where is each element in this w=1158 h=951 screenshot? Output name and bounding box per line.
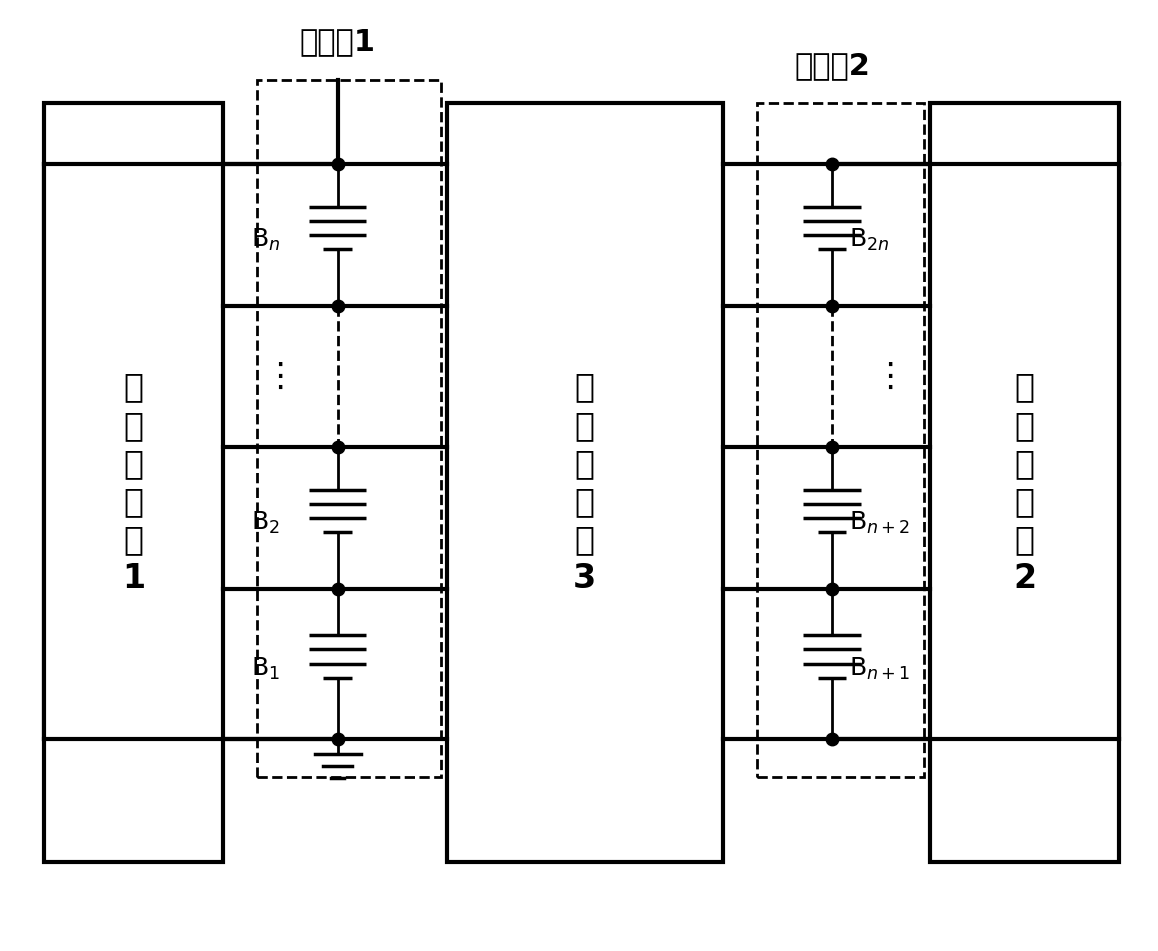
- Text: $\mathrm{B}_{2}$: $\mathrm{B}_{2}$: [251, 510, 280, 535]
- Text: 电池组1: 电池组1: [300, 28, 375, 56]
- Text: $\mathrm{B}_{1}$: $\mathrm{B}_{1}$: [251, 655, 280, 682]
- Text: ⋮: ⋮: [263, 360, 296, 393]
- Text: $\mathrm{B}_{2n}$: $\mathrm{B}_{2n}$: [849, 226, 889, 253]
- Text: $\mathrm{B}_{n+1}$: $\mathrm{B}_{n+1}$: [849, 655, 910, 682]
- Bar: [447, 103, 723, 862]
- Text: ⋮: ⋮: [873, 360, 906, 393]
- Text: $\mathrm{B}_{n+2}$: $\mathrm{B}_{n+2}$: [849, 510, 910, 535]
- Bar: [930, 103, 1120, 862]
- Text: 均
衡
子
电
路
1: 均 衡 子 电 路 1: [122, 371, 145, 594]
- Bar: [44, 103, 222, 862]
- Bar: [757, 103, 924, 777]
- Text: $\mathrm{B}_{n}$: $\mathrm{B}_{n}$: [251, 226, 280, 253]
- Text: 电池组2: 电池组2: [794, 51, 870, 80]
- Bar: [257, 80, 441, 777]
- Text: 均
衡
子
电
路
2: 均 衡 子 电 路 2: [1013, 371, 1036, 594]
- Text: 均
衡
子
电
路
3: 均 衡 子 电 路 3: [573, 371, 596, 594]
